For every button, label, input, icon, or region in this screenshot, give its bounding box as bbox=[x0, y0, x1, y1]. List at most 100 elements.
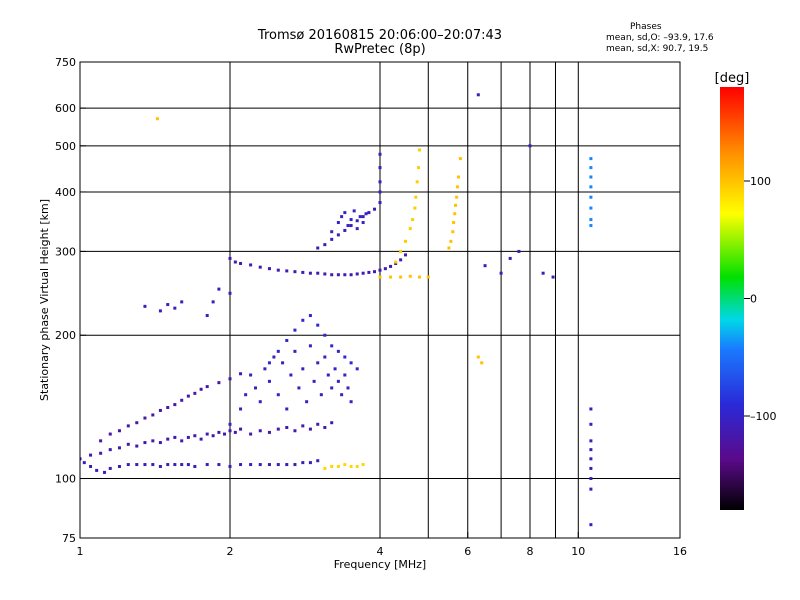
data-point bbox=[411, 218, 415, 222]
data-point bbox=[378, 152, 382, 156]
data-point bbox=[330, 386, 334, 390]
data-point bbox=[199, 387, 203, 391]
data-point bbox=[378, 190, 382, 194]
colorbar-tick-label: 100 bbox=[750, 175, 771, 188]
colorbar bbox=[720, 87, 744, 510]
data-point bbox=[82, 461, 86, 465]
data-point bbox=[193, 434, 197, 438]
data-point bbox=[589, 407, 593, 411]
data-point bbox=[323, 243, 327, 247]
data-point bbox=[239, 427, 243, 431]
data-point bbox=[258, 265, 262, 269]
data-point bbox=[205, 385, 209, 389]
data-point bbox=[267, 430, 271, 434]
data-point bbox=[589, 166, 593, 170]
data-point bbox=[589, 487, 593, 491]
data-point bbox=[89, 464, 93, 468]
data-point bbox=[108, 432, 112, 436]
data-point bbox=[378, 201, 382, 205]
data-point bbox=[373, 270, 377, 274]
data-point bbox=[89, 453, 93, 457]
data-point bbox=[358, 215, 362, 219]
data-point bbox=[589, 422, 593, 426]
data-point bbox=[285, 269, 289, 273]
y-axis: 75 100 200 300 400 500 600 750 bbox=[55, 56, 86, 545]
data-point bbox=[417, 148, 421, 152]
data-point bbox=[180, 463, 184, 467]
data-point bbox=[589, 185, 593, 189]
data-point bbox=[551, 275, 555, 279]
data-point bbox=[253, 386, 257, 390]
data-point bbox=[517, 249, 521, 253]
data-point bbox=[349, 361, 353, 365]
data-point bbox=[308, 427, 312, 431]
data-point bbox=[166, 303, 170, 307]
data-point bbox=[276, 427, 280, 431]
data-point bbox=[135, 444, 139, 448]
data-point bbox=[417, 166, 421, 170]
data-point bbox=[135, 421, 139, 425]
data-point bbox=[312, 379, 316, 383]
data-point bbox=[158, 408, 162, 412]
data-point bbox=[394, 260, 398, 264]
data-point bbox=[173, 435, 177, 439]
data-point bbox=[361, 221, 365, 225]
data-point bbox=[589, 218, 593, 222]
data-point bbox=[589, 224, 593, 228]
data-point bbox=[117, 446, 121, 450]
data-point bbox=[316, 459, 320, 463]
data-point bbox=[308, 344, 312, 348]
data-point bbox=[223, 432, 227, 436]
data-point bbox=[589, 439, 593, 443]
y-tick-label: 200 bbox=[55, 329, 76, 342]
data-point bbox=[330, 464, 334, 468]
y-tick-label: 75 bbox=[62, 532, 76, 545]
data-point bbox=[414, 195, 418, 199]
data-point bbox=[180, 398, 184, 402]
x-tick-label: 10 bbox=[571, 545, 585, 558]
x-tick-label: 2 bbox=[227, 545, 234, 558]
data-point bbox=[301, 270, 305, 274]
y-axis-label: Stationary phase Virtual Height [km] bbox=[38, 199, 51, 401]
data-point bbox=[258, 463, 262, 467]
data-point bbox=[301, 367, 305, 371]
data-point bbox=[355, 272, 359, 276]
data-point bbox=[285, 425, 289, 429]
x-tick-label: 1 bbox=[77, 545, 84, 558]
data-point bbox=[364, 212, 368, 216]
data-point bbox=[293, 270, 297, 274]
data-point bbox=[458, 157, 462, 161]
data-point bbox=[301, 461, 305, 465]
data-point bbox=[355, 219, 359, 223]
y-tick-label: 400 bbox=[55, 186, 76, 199]
data-point bbox=[180, 300, 184, 304]
data-point bbox=[205, 432, 209, 436]
data-point bbox=[378, 166, 382, 170]
y-tick-label: 300 bbox=[55, 245, 76, 258]
data-point bbox=[258, 400, 262, 404]
data-point bbox=[193, 464, 197, 468]
data-point bbox=[415, 180, 419, 184]
colorbar-label: [deg] bbox=[715, 71, 750, 86]
data-point bbox=[117, 429, 121, 433]
x-tick-label: 8 bbox=[527, 545, 534, 558]
data-point bbox=[403, 239, 407, 243]
data-point bbox=[108, 466, 112, 470]
data-point bbox=[228, 429, 232, 433]
data-point bbox=[452, 221, 456, 225]
data-point bbox=[267, 379, 271, 383]
stats-x-mode: mean, sd,X: 90.7, 19.5 bbox=[606, 44, 709, 54]
data-point bbox=[143, 463, 147, 467]
data-point bbox=[349, 218, 353, 222]
data-point bbox=[166, 437, 170, 441]
y-tick-label: 750 bbox=[55, 56, 76, 69]
data-points bbox=[80, 93, 593, 527]
x-tick-label: 16 bbox=[673, 545, 687, 558]
data-point bbox=[476, 93, 480, 97]
data-point bbox=[308, 271, 312, 275]
data-point bbox=[308, 314, 312, 318]
colorbar-tick-label: –100 bbox=[750, 410, 777, 423]
data-point bbox=[228, 256, 232, 260]
data-point bbox=[330, 230, 334, 234]
data-point bbox=[378, 180, 382, 184]
